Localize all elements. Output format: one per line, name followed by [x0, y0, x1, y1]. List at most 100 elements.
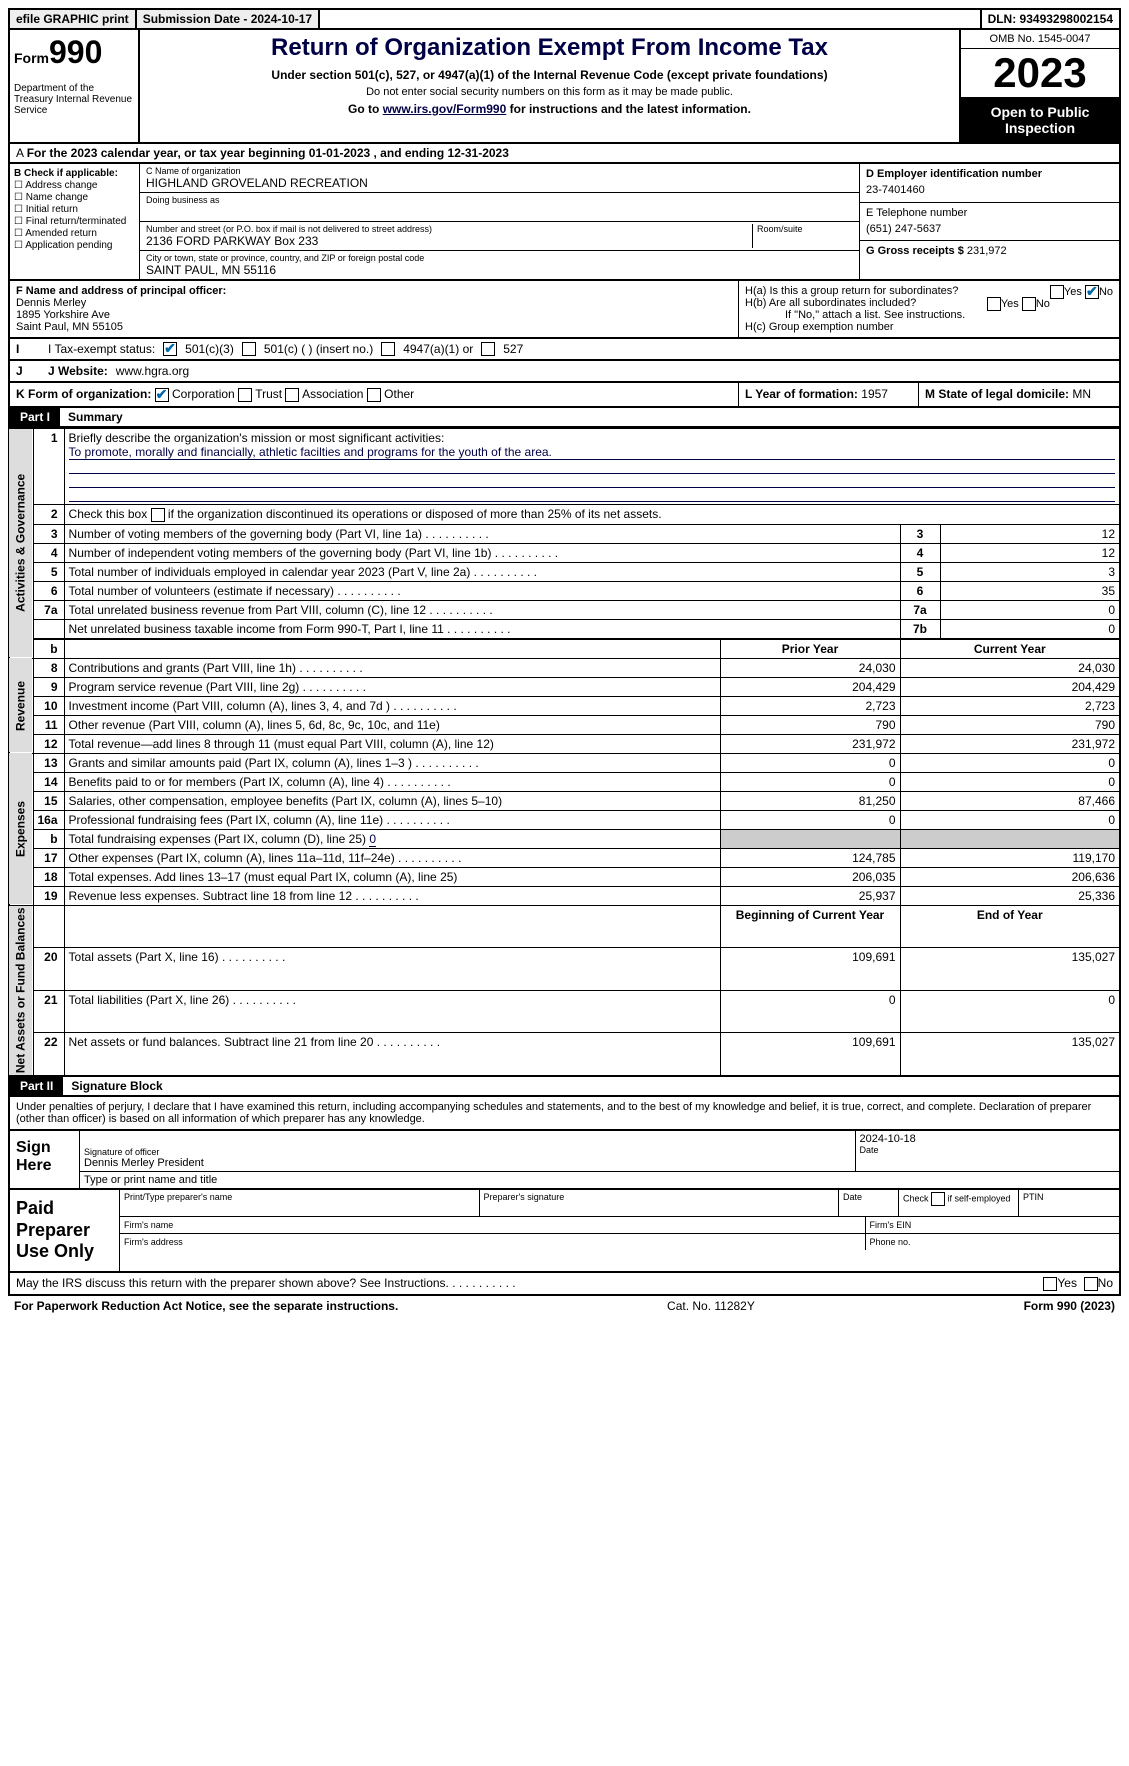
line14-prior: 0 — [720, 772, 900, 791]
sig-officer-label: Signature of officer — [84, 1147, 851, 1157]
opt-501c3: 501(c)(3) — [185, 342, 234, 356]
chk-initial-return[interactable]: Initial return — [14, 204, 135, 215]
gross-label: G Gross receipts $ — [866, 245, 964, 257]
room-label: Room/suite — [757, 224, 853, 234]
chk-final-return[interactable]: Final return/terminated — [14, 216, 135, 227]
line5-desc: Total number of individuals employed in … — [64, 562, 900, 581]
part1-title: Summary — [60, 408, 131, 426]
opt-other: Other — [384, 387, 414, 401]
website-label: J Website: — [48, 364, 108, 378]
line10-curr: 2,723 — [900, 696, 1120, 715]
line17-desc: Other expenses (Part IX, column (A), lin… — [64, 848, 720, 867]
tax-exempt-label: I Tax-exempt status: — [48, 342, 155, 356]
part2-hdr: Part II — [10, 1077, 63, 1095]
line20-curr: 135,027 — [900, 948, 1120, 990]
chk-discontinued[interactable] — [151, 508, 165, 522]
opt-corp: Corporation — [172, 387, 235, 401]
cat-no: Cat. No. 11282Y — [667, 1299, 755, 1313]
line10-desc: Investment income (Part VIII, column (A)… — [64, 696, 720, 715]
line18-desc: Total expenses. Add lines 13–17 (must eq… — [64, 867, 720, 886]
hb-yes[interactable] — [987, 297, 1001, 311]
line15-desc: Salaries, other compensation, employee b… — [64, 791, 720, 810]
chk-corp[interactable] — [155, 388, 169, 402]
firm-phone-label: Phone no. — [870, 1237, 911, 1247]
line18-curr: 206,636 — [900, 867, 1120, 886]
line10-prior: 2,723 — [720, 696, 900, 715]
chk-501c3[interactable] — [163, 342, 177, 356]
tax-year: 2023 — [961, 49, 1119, 98]
ha-yes[interactable] — [1050, 285, 1064, 299]
opt-4947: 4947(a)(1) or — [403, 342, 473, 356]
line2-text: Check this box if the organization disco… — [69, 507, 662, 521]
mission-text: To promote, morally and financially, ath… — [69, 445, 1115, 460]
chk-name-change[interactable]: Name change — [14, 192, 135, 203]
chk-amended[interactable]: Amended return — [14, 228, 135, 239]
line7b-val: 0 — [940, 619, 1120, 639]
omb-number: OMB No. 1545-0047 — [961, 30, 1119, 49]
discuss-yes[interactable] — [1043, 1277, 1057, 1291]
firm-addr-label: Firm's address — [124, 1237, 183, 1247]
paid-preparer-label: Paid Preparer Use Only — [10, 1190, 120, 1271]
line11-desc: Other revenue (Part VIII, column (A), li… — [64, 715, 720, 734]
line9-desc: Program service revenue (Part VIII, line… — [64, 677, 720, 696]
chk-4947[interactable] — [381, 342, 395, 356]
efile-print-btn[interactable]: efile GRAPHIC print — [10, 10, 137, 28]
line15-curr: 87,466 — [900, 791, 1120, 810]
box-b-label: B Check if applicable: — [14, 168, 135, 179]
prep-sig-label: Preparer's signature — [484, 1192, 835, 1202]
chk-address-change[interactable]: Address change — [14, 180, 135, 191]
officer-addr2: Saint Paul, MN 55105 — [16, 321, 123, 333]
net-label: Net Assets or Fund Balances — [9, 905, 33, 1076]
discuss-text: May the IRS discuss this return with the… — [16, 1276, 516, 1291]
line22-curr: 135,027 — [900, 1033, 1120, 1077]
irs-link[interactable]: www.irs.gov/Form990 — [383, 102, 507, 116]
form-number: 990 — [49, 34, 102, 70]
chk-other[interactable] — [367, 388, 381, 402]
line7a-desc: Total unrelated business revenue from Pa… — [64, 600, 900, 619]
hb-no[interactable] — [1022, 297, 1036, 311]
line6-val: 35 — [940, 581, 1120, 600]
topbar: efile GRAPHIC print Submission Date - 20… — [8, 8, 1121, 30]
line13-desc: Grants and similar amounts paid (Part IX… — [64, 753, 720, 772]
domicile-label: M State of legal domicile: — [925, 387, 1069, 401]
box-c: C Name of organization HIGHLAND GROVELAN… — [140, 164, 859, 279]
discuss-no[interactable] — [1084, 1277, 1098, 1291]
line3-val: 12 — [940, 524, 1120, 543]
type-name-label: Type or print name and title — [80, 1172, 1119, 1188]
domicile: MN — [1072, 387, 1091, 401]
line19-curr: 25,336 — [900, 886, 1120, 905]
line13-curr: 0 — [900, 753, 1120, 772]
mission-label: Briefly describe the organization's miss… — [69, 431, 445, 445]
line21-prior: 0 — [720, 990, 900, 1032]
chk-trust[interactable] — [238, 388, 252, 402]
year-formation-label: L Year of formation: — [745, 387, 858, 401]
ein-value: 23-7401460 — [866, 184, 1113, 196]
sig-date-val: 2024-10-18 — [860, 1133, 1116, 1145]
ptin-label: PTIN — [1023, 1192, 1115, 1202]
hb-note: If "No," attach a list. See instructions… — [745, 309, 1113, 321]
chk-527[interactable] — [481, 342, 495, 356]
box-klm: K Form of organization: Corporation Trus… — [8, 383, 1121, 408]
chk-app-pending[interactable]: Application pending — [14, 240, 135, 251]
current-year-hdr: Current Year — [900, 639, 1120, 659]
box-b: B Check if applicable: Address change Na… — [10, 164, 140, 279]
form-label: Form — [14, 50, 49, 66]
line21-curr: 0 — [900, 990, 1120, 1032]
part1-bar: Part I Summary — [8, 408, 1121, 428]
officer-name-val: Dennis Merley President — [84, 1157, 851, 1169]
line17-prior: 124,785 — [720, 848, 900, 867]
box-deg: D Employer identification number 23-7401… — [859, 164, 1119, 279]
line8-curr: 24,030 — [900, 658, 1120, 677]
website-value: www.hgra.org — [116, 364, 189, 378]
line12-curr: 231,972 — [900, 734, 1120, 753]
line9-curr: 204,429 — [900, 677, 1120, 696]
ha-no[interactable] — [1085, 285, 1099, 299]
part2-bar: Part II Signature Block — [8, 1077, 1121, 1097]
submission-date: Submission Date - 2024-10-17 — [137, 10, 320, 28]
chk-self-employed[interactable] — [931, 1192, 945, 1206]
chk-501c[interactable] — [242, 342, 256, 356]
chk-assoc[interactable] — [285, 388, 299, 402]
prep-date-label: Date — [843, 1192, 894, 1202]
form-footer: Form 990 (2023) — [1024, 1299, 1115, 1313]
perjury-declaration: Under penalties of perjury, I declare th… — [8, 1097, 1121, 1131]
